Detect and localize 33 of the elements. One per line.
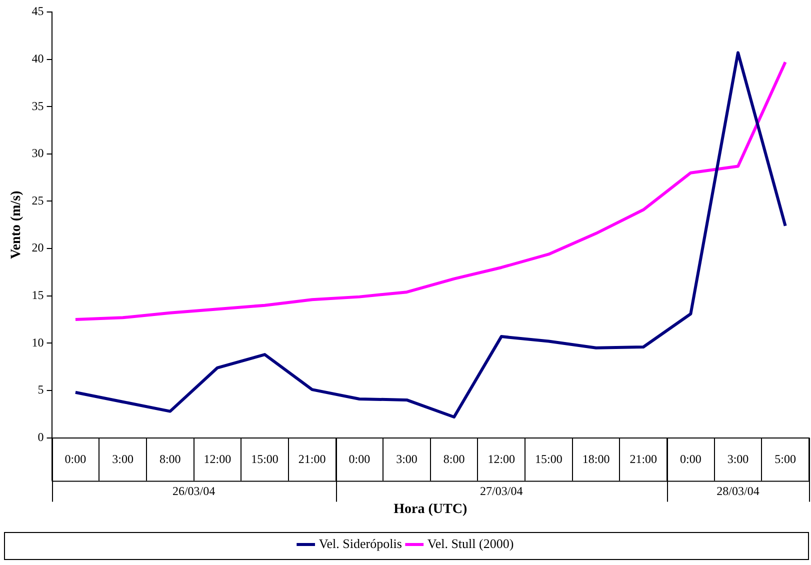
y-tick-label: 25 xyxy=(32,193,44,208)
y-tick-label: 35 xyxy=(32,98,44,113)
x-tick-label: 0:00 xyxy=(680,452,702,466)
y-tick-label: 30 xyxy=(32,146,44,160)
x-tick-label: 12:00 xyxy=(488,452,516,466)
x-tick-label: 3:00 xyxy=(727,452,749,466)
y-tick-label: 15 xyxy=(32,288,44,302)
text: 27/03/04 xyxy=(480,484,523,498)
x-tick-label: 18:00 xyxy=(582,452,610,466)
x-tick-label: 12:00 xyxy=(204,452,232,466)
x-tick-label: 0:00 xyxy=(348,452,370,466)
text: 26/03/04 xyxy=(172,484,216,498)
y-tick-label: 5 xyxy=(38,382,44,397)
legend-label: Vel. Stull (2000) xyxy=(427,536,514,551)
x-tick-label: 15:00 xyxy=(535,452,562,466)
x-tick-label: 8:00 xyxy=(443,452,465,466)
x-tick-label: 0:00 xyxy=(64,452,86,466)
y-tick-label: 45 xyxy=(32,4,44,18)
x-axis-title: Hora (UTC) xyxy=(394,502,468,518)
x-tick-label: 15:00 xyxy=(251,452,278,466)
text: 28/03/04 xyxy=(716,484,760,498)
x-tick-label: 21:00 xyxy=(630,452,658,466)
x-tick-label: 3:00 xyxy=(112,452,134,466)
x-tick-label: 8:00 xyxy=(159,452,181,466)
x-tick-label: 5:00 xyxy=(774,452,796,466)
x-tick-label: 21:00 xyxy=(298,452,326,466)
legend-label: Vel. Siderópolis xyxy=(318,536,402,551)
y-tick-label: 10 xyxy=(32,335,44,350)
y-tick-label: 40 xyxy=(32,51,44,66)
y-tick-label: 20 xyxy=(32,240,44,255)
x-tick-label: 3:00 xyxy=(396,452,418,466)
y-tick-label: 0 xyxy=(38,430,44,444)
y-axis-title: Vento (m/s) xyxy=(9,190,24,260)
